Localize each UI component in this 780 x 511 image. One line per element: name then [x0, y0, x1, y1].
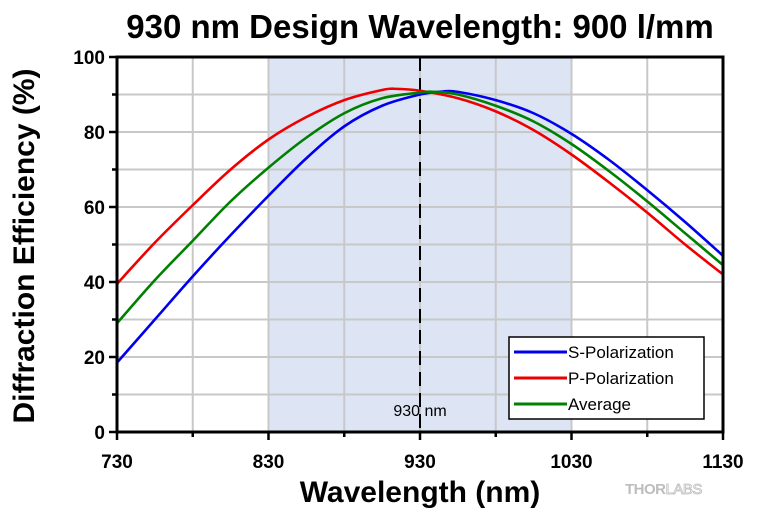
- legend-label-s-polarization: S-Polarization: [568, 343, 674, 362]
- x-tick-label: 1130: [702, 452, 743, 473]
- x-tick-label: 730: [101, 452, 133, 473]
- x-tick-label: 930: [404, 452, 436, 473]
- x-axis-label: Wavelength (nm): [300, 476, 541, 509]
- y-axis-label: Diffraction Efficiency (%): [8, 68, 41, 423]
- thorlabs-logo: THORLABS: [625, 481, 702, 498]
- x-tick-label: 830: [253, 452, 285, 473]
- logo-light: LABS: [666, 481, 703, 498]
- axes: [109, 55, 725, 440]
- x-tick-label: 1030: [550, 452, 592, 473]
- y-tick-label: 60: [84, 198, 105, 219]
- legend: S-Polarization P-Polarization Average: [508, 336, 705, 420]
- series-lines: [116, 87, 724, 364]
- x-tick-labels: 730 830 930 1030 1130: [101, 452, 743, 473]
- series-line-average: [116, 90, 724, 325]
- y-tick-label: 100: [73, 48, 105, 69]
- y-tick-label: 0: [94, 423, 105, 444]
- y-tick-label: 80: [84, 123, 105, 144]
- chart-title: 930 nm Design Wavelength: 900 l/mm: [126, 8, 713, 45]
- series-line-p-polarization: [116, 87, 724, 285]
- reference-line-group: 930 nm: [393, 57, 447, 432]
- y-tick-label: 20: [84, 348, 105, 369]
- y-tick-label: 40: [84, 273, 105, 294]
- logo-bold: THOR: [625, 481, 666, 498]
- reference-line-label: 930 nm: [393, 403, 446, 420]
- legend-label-average: Average: [568, 395, 631, 414]
- legend-label-p-polarization: P-Polarization: [568, 369, 674, 388]
- y-tick-labels: 0 20 40 60 80 100: [73, 48, 105, 444]
